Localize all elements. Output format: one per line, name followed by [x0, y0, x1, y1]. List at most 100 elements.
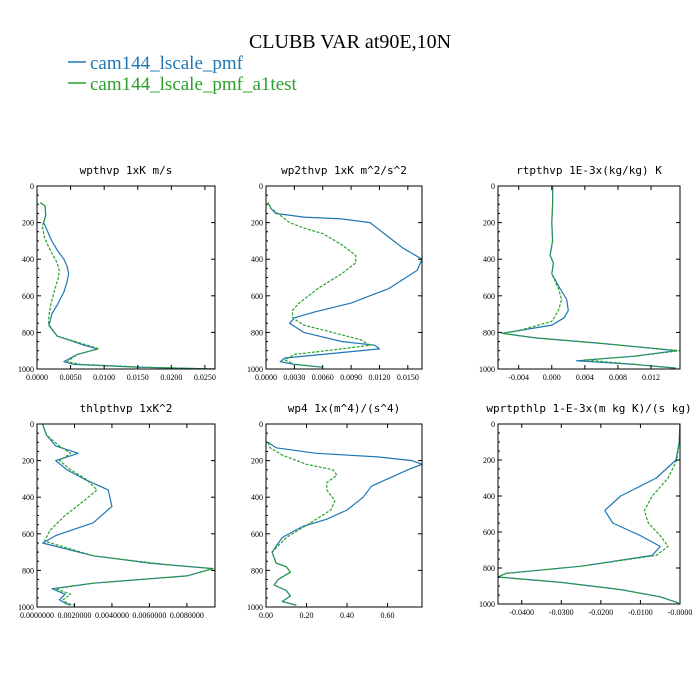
legend-label-blue: cam144_lscale_pmf [90, 53, 244, 74]
plot-frame [497, 185, 681, 370]
plot-frame [36, 185, 216, 370]
x-tick-label: -0.0200 [589, 608, 614, 617]
x-tick-label: 0.40 [340, 611, 354, 620]
panel-4: thlpthvp 1xK^2 0 200 400 600 800 10000.0000000… [18, 402, 216, 620]
y-tick-label: 400 [22, 255, 34, 264]
x-tick-label: 0.008 [609, 373, 627, 382]
y-tick-label: 600 [22, 292, 34, 301]
y-tick-label: 1000 [479, 365, 495, 374]
series-line-blue [501, 186, 677, 369]
panel-title: wprtpthlp 1-E-3x(m kg K)/(s kg) [486, 402, 691, 415]
y-tick-label: 200 [22, 219, 34, 228]
y-tick-label: 200 [251, 457, 263, 466]
y-tick-label: 800 [483, 564, 495, 573]
y-tick-label: 1000 [479, 600, 495, 609]
series-line-blue [267, 202, 422, 368]
x-tick-label: 0.0000 [26, 373, 48, 382]
panel-title: wp2thvp 1xK m^2/s^2 [281, 164, 407, 177]
x-tick-label: 0.0100 [93, 373, 115, 382]
x-tick-label: 0.00 [259, 611, 273, 620]
x-tick-label: 0.0090 [340, 373, 362, 382]
y-tick-label: 800 [251, 328, 263, 337]
y-tick-label: 800 [483, 328, 495, 337]
series-line-green [267, 202, 371, 368]
x-tick-label: 0.0000 [255, 373, 277, 382]
series-line-blue [40, 202, 215, 369]
y-tick-label: 1000 [18, 603, 34, 612]
y-tick-label: 400 [251, 493, 263, 502]
panel-title: thlpthvp 1xK^2 [80, 402, 173, 415]
y-tick-label: 600 [483, 292, 495, 301]
panel-6: wprtpthlp 1-E-3x(m kg K)/(s kg) 0 200 400 60… [479, 402, 692, 617]
y-tick-label: 0 [259, 420, 263, 429]
x-tick-label: 0.0150 [127, 373, 149, 382]
x-tick-label: 0.0040000 [95, 611, 129, 620]
y-tick-label: 0 [30, 182, 34, 191]
x-tick-label: 0.0120 [368, 373, 390, 382]
x-tick-label: -0.004 [508, 373, 529, 382]
series-line-blue [41, 424, 214, 606]
y-tick-label: 200 [483, 456, 495, 465]
x-tick-label: 0.004 [576, 373, 594, 382]
y-tick-label: 1000 [247, 365, 263, 374]
x-tick-label: 0.20 [300, 611, 314, 620]
y-tick-label: 600 [251, 292, 263, 301]
y-tick-label: 800 [22, 328, 34, 337]
plot-frame [36, 423, 216, 608]
y-tick-label: 200 [22, 457, 34, 466]
series-line-green [42, 424, 214, 606]
y-tick-label: 200 [483, 219, 495, 228]
series-line-green [501, 186, 680, 369]
x-tick-label: 0.0020000 [57, 611, 91, 620]
x-tick-label: 0.000 [543, 373, 561, 382]
y-tick-label: 600 [251, 530, 263, 539]
plot-frame [497, 423, 681, 605]
x-tick-label: 0.0060 [312, 373, 334, 382]
y-tick-label: 0 [491, 420, 495, 429]
y-tick-label: 0 [259, 182, 263, 191]
y-tick-label: 600 [22, 530, 34, 539]
x-tick-label: 0.0050 [60, 373, 82, 382]
series-line-blue [267, 441, 422, 606]
x-tick-label: 0.0250 [194, 373, 216, 382]
y-tick-label: 1000 [247, 603, 263, 612]
y-tick-label: 800 [251, 566, 263, 575]
x-tick-label: 0.0150 [397, 373, 419, 382]
x-tick-label: 0.0200 [160, 373, 182, 382]
y-tick-label: 800 [22, 566, 34, 575]
x-tick-label: 0.0030 [283, 373, 305, 382]
x-tick-label: -0.0100 [628, 608, 653, 617]
x-tick-label: -0.0300 [549, 608, 574, 617]
panel-title: wp4 1x(m^4)/(s^4) [288, 402, 401, 415]
series-line-green [267, 442, 338, 606]
x-tick-label: 0.0000000 [20, 611, 54, 620]
panel-2: wp2thvp 1xK m^2/s^2020040060080010000.00… [247, 164, 423, 382]
y-tick-label: 400 [251, 255, 263, 264]
legend: cam144_lscale_pmf cam144_lscale_pmf_a1te… [68, 53, 298, 95]
y-tick-label: 400 [483, 255, 495, 264]
y-tick-label: 200 [251, 219, 263, 228]
y-tick-label: 400 [22, 493, 34, 502]
series-line-green [498, 424, 680, 604]
y-tick-label: 0 [30, 420, 34, 429]
series-line-blue [498, 424, 680, 604]
panel-3: rtpthvp 1E-3x(kg/kg) K 0 200 400 600 800 1000 -… [479, 164, 681, 382]
panel-title: rtpthvp 1E-3x(kg/kg) K [516, 164, 662, 177]
plot-frame [265, 423, 423, 608]
y-tick-label: 600 [483, 528, 495, 537]
x-tick-label: 0.012 [642, 373, 660, 382]
x-tick-label: 0.60 [381, 611, 395, 620]
x-tick-label: 0.0060000 [132, 611, 166, 620]
series-line-green [40, 202, 215, 369]
y-tick-label: 400 [483, 492, 495, 501]
legend-label-green: cam144_lscale_pmf_a1test [90, 74, 298, 95]
x-tick-label: 0.0080000 [170, 611, 204, 620]
figure-title: CLUBB VAR at90E,10N [249, 31, 451, 53]
x-tick-label: -0.0400 [509, 608, 534, 617]
y-tick-label: 1000 [18, 365, 34, 374]
x-tick-label: -0.0000 [668, 608, 693, 617]
